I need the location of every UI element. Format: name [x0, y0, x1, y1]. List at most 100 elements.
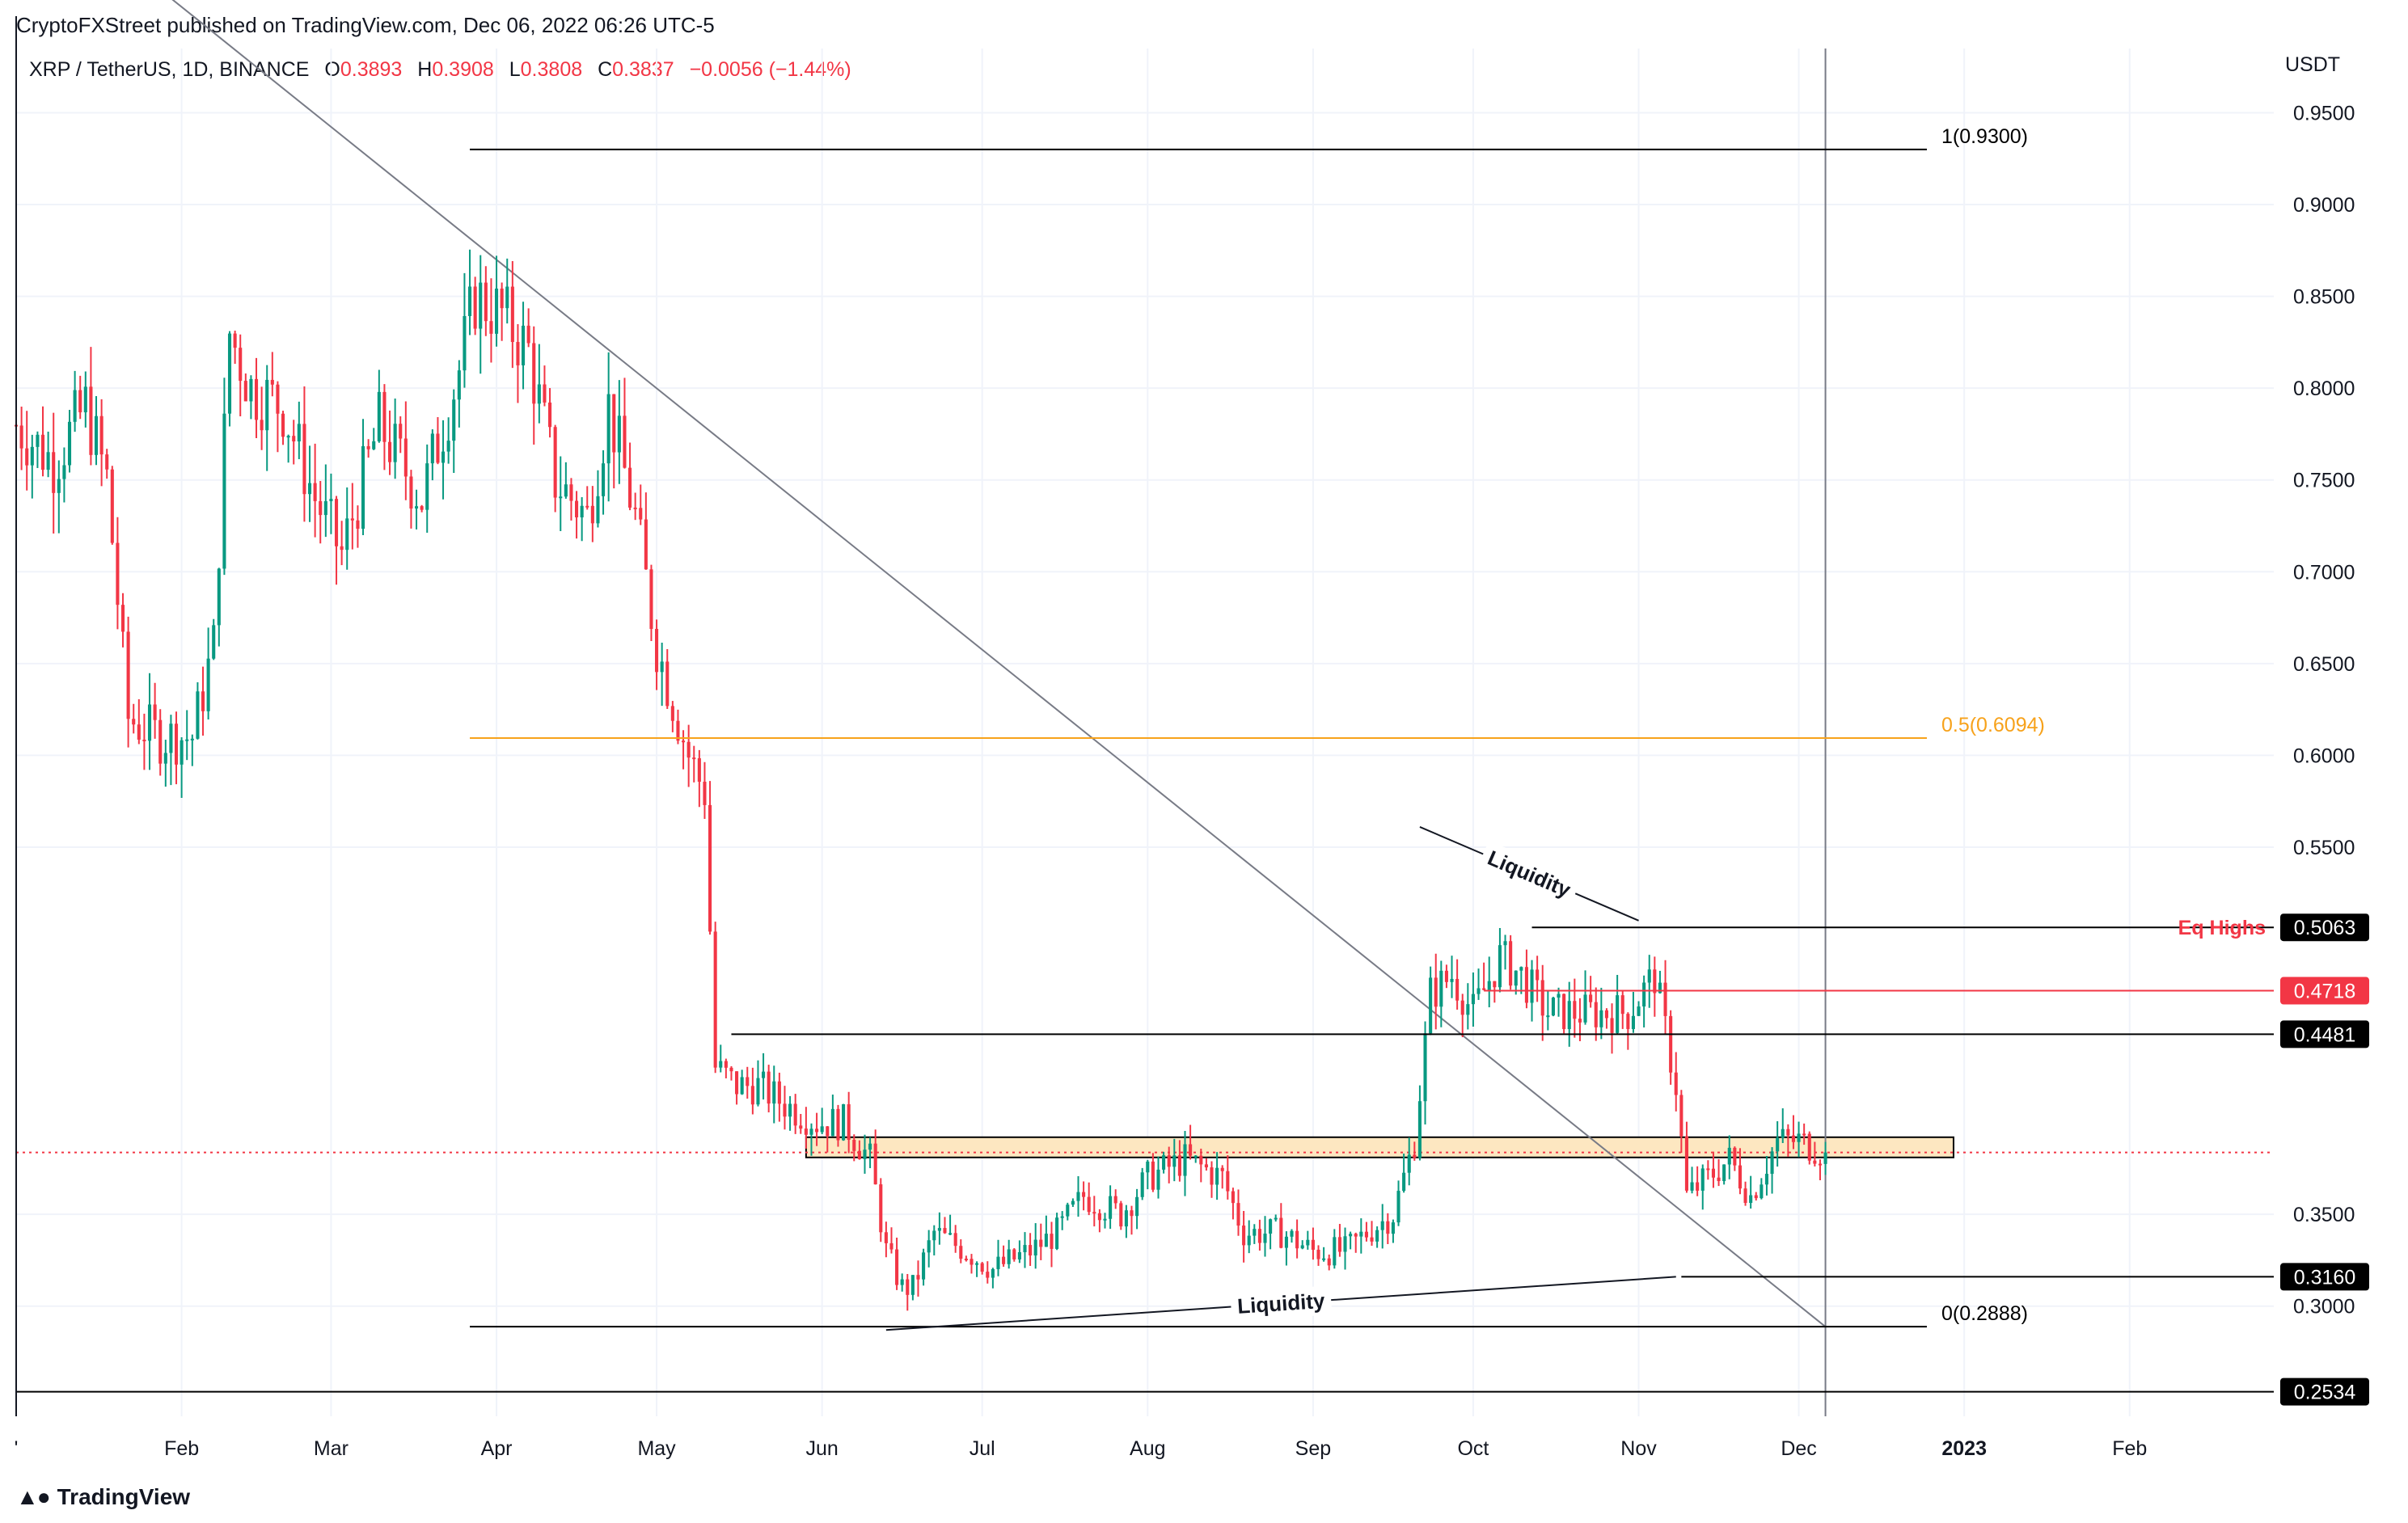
candle-body: [1039, 1239, 1043, 1247]
candle-body: [292, 436, 296, 442]
candle-body: [980, 1263, 984, 1272]
candle-body: [350, 518, 354, 521]
candle-body: [1183, 1144, 1187, 1176]
candle-body: [916, 1275, 920, 1280]
candle-body: [750, 1086, 754, 1105]
symbol-label[interactable]: XRP / TetherUS, 1D, BINANCE: [29, 58, 310, 81]
candle-body: [756, 1078, 760, 1105]
candle-body: [1471, 994, 1475, 1005]
candle-body: [110, 469, 114, 543]
candle-body: [1236, 1203, 1240, 1226]
candle-body: [682, 740, 686, 743]
candle-body: [1135, 1196, 1139, 1217]
eq-highs-tag: 0.5063: [2294, 917, 2355, 939]
candle-body: [1770, 1151, 1774, 1175]
candle-body: [1540, 980, 1544, 1016]
candle-body: [1669, 1015, 1673, 1073]
candle-body: [697, 757, 701, 783]
candle-body: [1012, 1249, 1016, 1259]
candle-body: [441, 451, 446, 463]
candle-body: [644, 519, 648, 570]
change-value: −0.0056 (−1.44%): [689, 58, 851, 81]
candle-body: [1823, 1152, 1827, 1164]
candle-body: [484, 282, 488, 322]
candle-body: [1733, 1147, 1737, 1166]
candle-body: [1439, 970, 1443, 1007]
candle-body: [489, 321, 493, 334]
range-low-tag: 0.3160: [2294, 1266, 2355, 1289]
candle-body: [793, 1103, 797, 1126]
candle-body: [830, 1108, 834, 1137]
candle-body: [137, 724, 141, 740]
candle-body: [1802, 1133, 1806, 1136]
candle-body: [1663, 982, 1667, 1016]
candle-body: [1429, 977, 1433, 1034]
candle-body: [1807, 1133, 1811, 1161]
x-tick-label: Sep: [1295, 1437, 1331, 1460]
candle-body: [356, 520, 360, 529]
candle-body: [953, 1233, 957, 1247]
candle-body: [1557, 994, 1561, 998]
candle-body: [1220, 1167, 1224, 1171]
candle-body: [1343, 1236, 1347, 1252]
candle-body: [1450, 978, 1454, 982]
candle-body: [676, 720, 680, 741]
deep-support-tag: 0.2534: [2294, 1382, 2356, 1404]
candle-body: [403, 438, 408, 477]
candle-body: [1551, 998, 1555, 1016]
candle-body: [281, 413, 285, 437]
candle-body: [1466, 1004, 1470, 1015]
candle-body: [532, 343, 536, 404]
candle-body: [1146, 1161, 1150, 1173]
candle-body: [1781, 1129, 1785, 1138]
candle-body: [345, 518, 349, 551]
footer-brand[interactable]: ▲● TradingView: [16, 1484, 190, 1510]
candle-body: [190, 738, 194, 740]
candle-body: [1797, 1133, 1801, 1142]
candle-body: [686, 741, 691, 758]
high-value: 0.3908: [432, 58, 494, 81]
candle-body: [559, 496, 563, 499]
candle-body: [1007, 1249, 1011, 1264]
candle-body: [1690, 1182, 1694, 1191]
candle-body: [132, 719, 136, 725]
candle-body: [1295, 1230, 1299, 1249]
candle-body: [276, 384, 280, 414]
candle-body: [30, 446, 34, 466]
candle-body: [420, 506, 424, 510]
candle-body: [767, 1071, 771, 1104]
candle-body: [1193, 1155, 1198, 1158]
candle-body: [1055, 1217, 1059, 1249]
candle-body: [1402, 1172, 1406, 1192]
candle-body: [1791, 1135, 1796, 1142]
descending-trendline: [171, 0, 1827, 1327]
candle-body: [1700, 1168, 1705, 1191]
candle-body: [249, 378, 253, 402]
candle-body: [1743, 1188, 1747, 1204]
low-value: 0.3808: [520, 58, 583, 81]
x-tick-label: Jun: [806, 1437, 839, 1460]
candle-body: [99, 416, 104, 455]
candle-body: [1316, 1249, 1320, 1259]
candle-body: [1444, 970, 1448, 982]
candle-body: [1257, 1229, 1261, 1243]
candle-body: [94, 416, 99, 455]
x-tick-label: Aug: [1130, 1437, 1165, 1460]
x-tick-label: Mar: [314, 1437, 349, 1460]
candle-body: [1493, 981, 1497, 988]
candle-body: [233, 333, 237, 348]
candle-body: [1327, 1258, 1331, 1266]
candle-body: [772, 1081, 776, 1104]
candle-body: [1434, 977, 1438, 1007]
candle-body: [606, 394, 610, 464]
candle-body: [1616, 995, 1620, 1033]
candle-body: [185, 739, 189, 741]
candle-body: [836, 1108, 840, 1141]
candle-body: [19, 425, 23, 449]
candle-body: [1029, 1245, 1033, 1256]
candle-body: [457, 370, 461, 400]
candle-body: [409, 476, 413, 509]
candle-body: [1290, 1230, 1294, 1237]
liquidity-label-bg: [1477, 840, 1582, 907]
